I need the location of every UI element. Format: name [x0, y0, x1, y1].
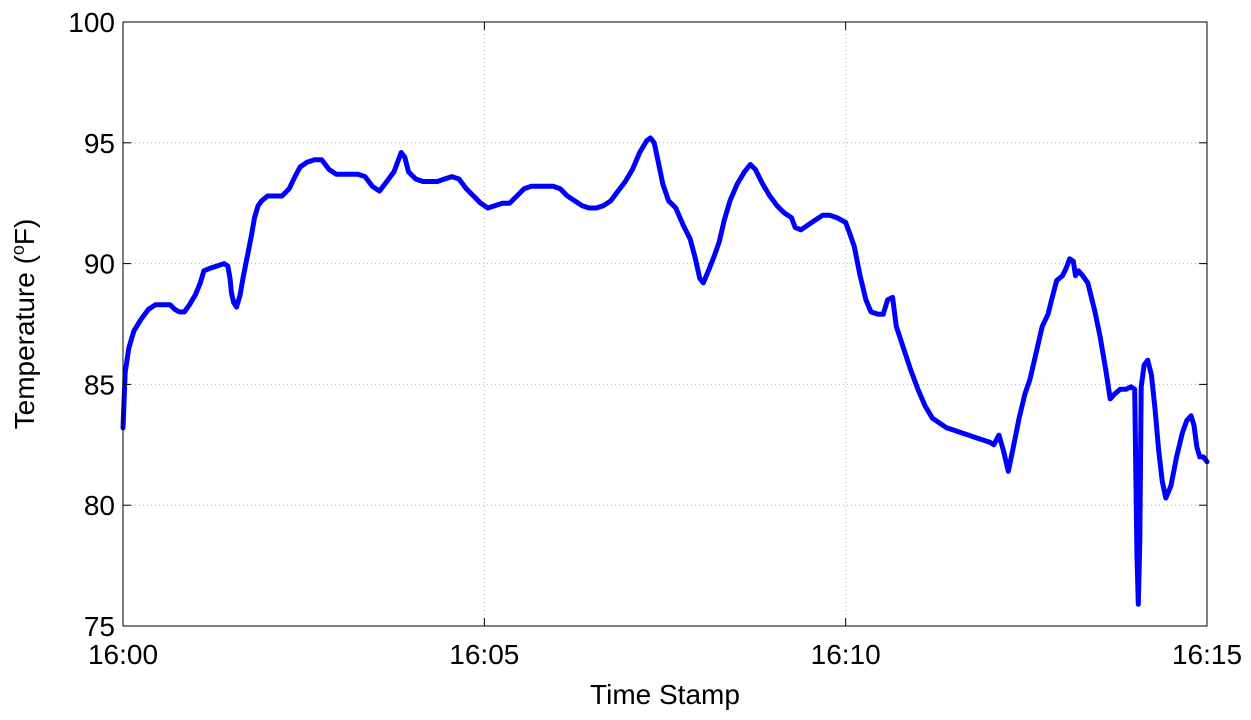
tick-marks	[122, 21, 1208, 627]
y-axis-label-suffix: F)	[9, 219, 40, 245]
y-tick-label: 95	[84, 128, 115, 159]
y-tick-label: 85	[84, 369, 115, 400]
y-tick-label: 80	[84, 490, 115, 521]
y-axis-label-prefix: Temperature (	[9, 254, 40, 429]
x-axis-label: Time Stamp	[590, 679, 740, 710]
temperature-series-line	[120, 135, 1210, 607]
y-tick-label: 90	[84, 249, 115, 280]
y-tick-label: 100	[68, 7, 115, 38]
y-tick-labels: 75 80 85 90 95 100	[68, 7, 115, 642]
x-tick-labels: 16:00 16:05 16:10 16:15	[88, 639, 1242, 670]
series-layer	[120, 135, 1210, 607]
x-tick-label: 16:10	[811, 639, 881, 670]
x-tick-label: 16:15	[1172, 639, 1242, 670]
plot-frame	[122, 21, 1208, 627]
y-tick-label: 75	[84, 611, 115, 642]
y-axis-label-superscript: o	[8, 245, 28, 255]
x-tick-label: 16:00	[88, 639, 158, 670]
y-axis-label: Temperature (oF)	[8, 219, 40, 430]
x-tick-label: 16:05	[449, 639, 519, 670]
plot-background	[123, 22, 1207, 626]
grid-lines	[123, 22, 1207, 626]
